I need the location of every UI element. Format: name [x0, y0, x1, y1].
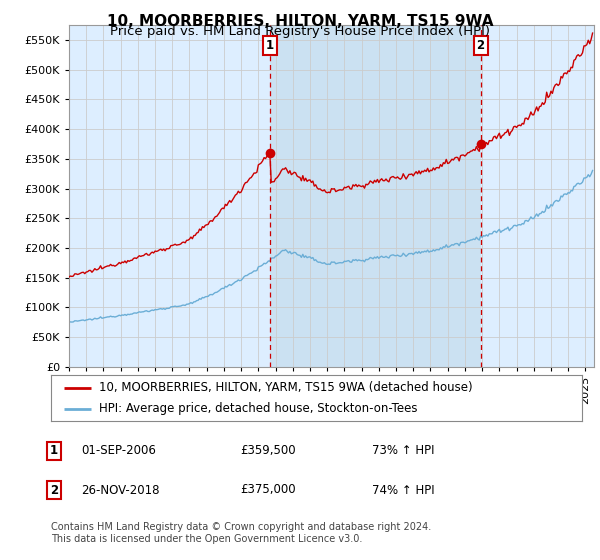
Bar: [270, 25, 481, 367]
Text: HPI: Average price, detached house, Stockton-on-Tees: HPI: Average price, detached house, Stoc…: [99, 402, 417, 415]
Text: 10, MOORBERRIES, HILTON, YARM, TS15 9WA (detached house): 10, MOORBERRIES, HILTON, YARM, TS15 9WA …: [99, 381, 472, 394]
Text: £359,500: £359,500: [240, 444, 296, 458]
Text: 2: 2: [476, 39, 485, 52]
Text: 01-SEP-2006: 01-SEP-2006: [81, 444, 156, 458]
Text: 10, MOORBERRIES, HILTON, YARM, TS15 9WA: 10, MOORBERRIES, HILTON, YARM, TS15 9WA: [107, 14, 493, 29]
Text: 73% ↑ HPI: 73% ↑ HPI: [372, 444, 434, 458]
Text: £375,000: £375,000: [240, 483, 296, 497]
Text: 1: 1: [50, 444, 58, 458]
Text: 74% ↑ HPI: 74% ↑ HPI: [372, 483, 434, 497]
Text: 1: 1: [266, 39, 274, 52]
Text: 2: 2: [50, 483, 58, 497]
Text: Contains HM Land Registry data © Crown copyright and database right 2024.
This d: Contains HM Land Registry data © Crown c…: [51, 522, 431, 544]
Text: 26-NOV-2018: 26-NOV-2018: [81, 483, 160, 497]
Text: Price paid vs. HM Land Registry's House Price Index (HPI): Price paid vs. HM Land Registry's House …: [110, 25, 490, 38]
